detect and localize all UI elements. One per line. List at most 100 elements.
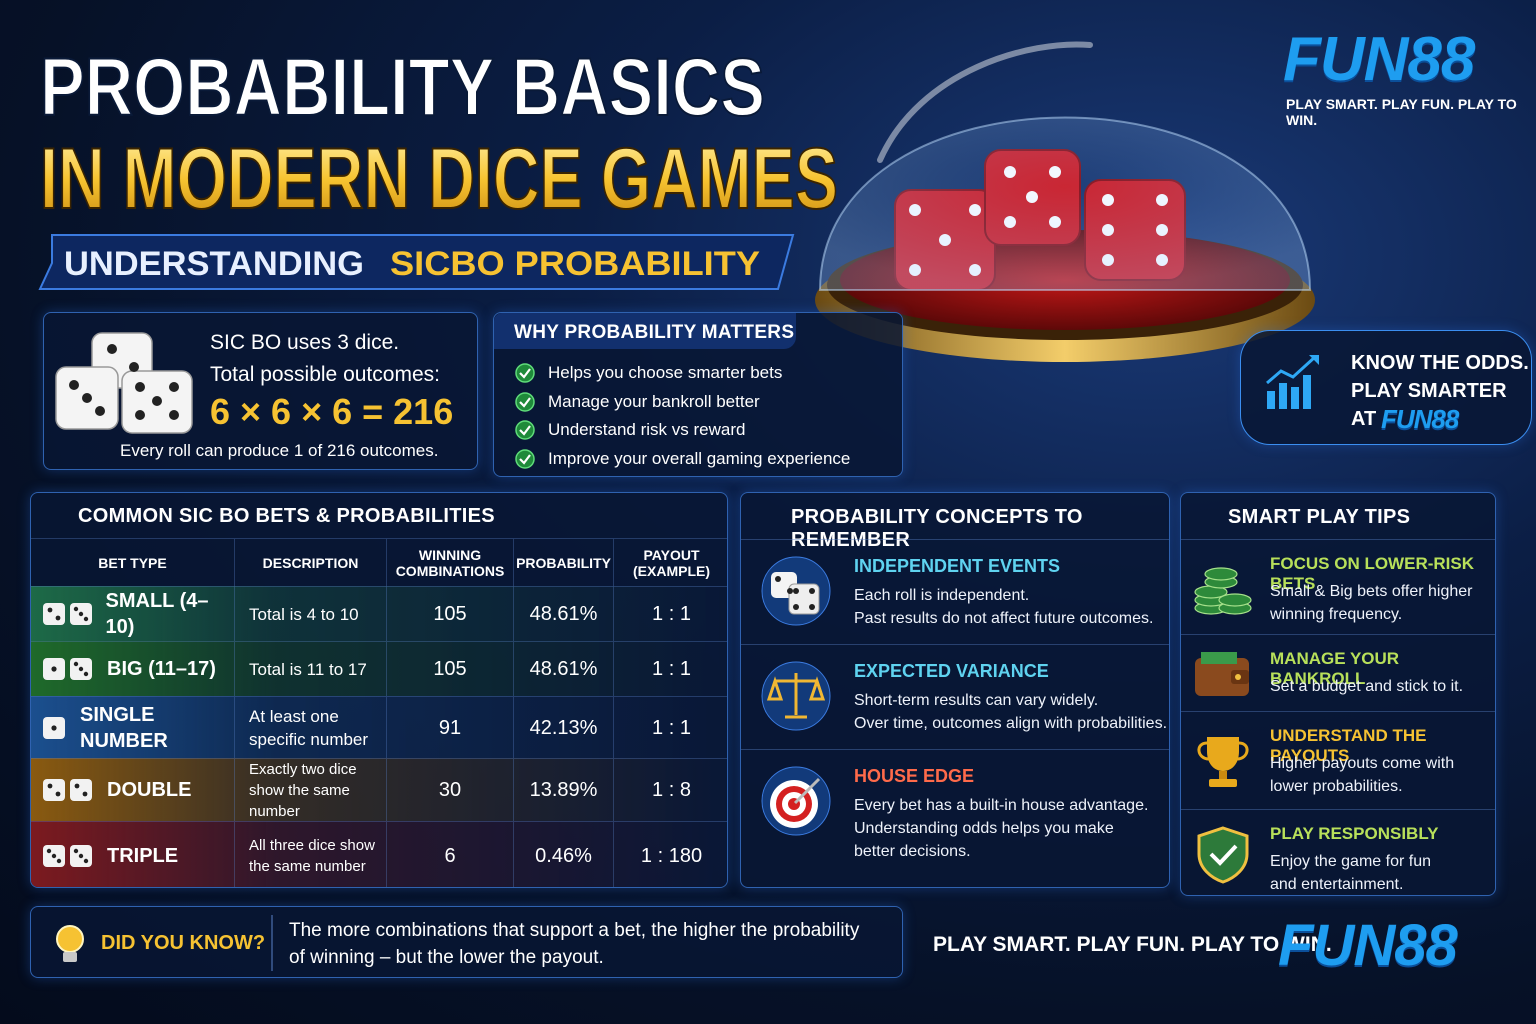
tip-item: PLAY RESPONSIBLY Enjoy the game for fun an… xyxy=(1181,809,1495,895)
tip-title: MANAGE YOUR BANKROLL xyxy=(1270,649,1400,688)
winning-combinations: 91 xyxy=(438,716,462,739)
payout: 1 : 1 xyxy=(652,716,691,739)
bulb-icon xyxy=(56,925,84,962)
concept-line: Every bet has a built-in house advantage… xyxy=(854,797,1149,814)
tip-line: and entertainment. xyxy=(1270,876,1404,893)
table-cell: 1 : 1 xyxy=(613,697,727,758)
table-row: DOUBLE Exactly two dice show the same num… xyxy=(31,758,727,821)
probability: 48.61% xyxy=(529,603,598,625)
bet-type: DOUBLE xyxy=(107,779,192,801)
tip-line: winning frequency. xyxy=(1270,606,1403,623)
concepts-list: INDEPENDENT EVENTS Each roll is independe… xyxy=(741,539,1169,887)
payout: 1 : 1 xyxy=(652,658,691,680)
table-cell: 1 : 1 xyxy=(613,587,727,641)
tip-title: UNDERSTAND THE PAYOUTS xyxy=(1270,726,1427,765)
concept-text: Every bet has a built-in house advantage… xyxy=(854,794,1148,863)
table-body: SMALL (4–10) Total is 4 to 10 105 48.61% 1 :… xyxy=(31,586,727,887)
why-item-text: Understand risk vs reward xyxy=(548,420,746,440)
promo-line: KNOW THE ODDS. xyxy=(1351,352,1529,374)
table-row: SINGLE NUMBER At least one specific numbe… xyxy=(31,696,727,758)
tip-line: Enjoy the game for fun xyxy=(1270,853,1431,870)
tip-item: UNDERSTAND THE PAYOUTS Higher payouts com… xyxy=(1181,711,1495,809)
brand-logo: FUN88 xyxy=(1283,25,1475,94)
table-cell: All three dice show the same number xyxy=(234,822,386,887)
intro-line: SIC BO uses 3 dice. xyxy=(210,331,400,354)
table-cell: 48.61% xyxy=(513,642,613,696)
payout: 1 : 1 xyxy=(652,603,691,625)
table-cell: 105 xyxy=(386,587,513,641)
bet-description: Exactly two dice show the same number xyxy=(249,760,357,820)
tip-text: Small & Big bets offer higher winning fre… xyxy=(1270,580,1472,626)
did-you-know-line: The more combinations that support a bet… xyxy=(289,920,860,941)
concept-text: Each roll is independent. Past results do… xyxy=(854,584,1153,630)
payout: 1 : 180 xyxy=(640,844,703,867)
table-cell: 91 xyxy=(386,697,513,758)
bet-description: Total is 4 to 10 xyxy=(249,604,359,624)
footer-tagline: PLAY SMART. PLAY FUN. PLAY TO WIN. xyxy=(933,933,1332,956)
why-item: Improve your overall gaming experience xyxy=(514,445,850,474)
concept-item: HOUSE EDGE Every bet has a built-in house… xyxy=(741,749,1169,887)
tip-line: lower probabilities. xyxy=(1270,778,1403,795)
bet-dice-icon xyxy=(43,656,101,682)
table-row: TRIPLE All three dice show the same numbe… xyxy=(31,821,727,887)
tips-title: SMART PLAY TIPS xyxy=(1228,506,1411,528)
title-block: PROBABILITY BASICS IN MODERN DICE GAMES xyxy=(39,41,839,220)
check-icon xyxy=(514,419,536,441)
did-you-know-box: DID YOU KNOW? The more combinations that… xyxy=(30,906,903,978)
bet-description: Total is 11 to 17 xyxy=(249,659,367,679)
bet-type: TRIPLE xyxy=(107,844,179,867)
bet-dice-icon xyxy=(43,601,100,627)
intro-line: Total possible outcomes: xyxy=(210,363,440,386)
concept-line: Over time, outcomes align with probabili… xyxy=(854,715,1168,732)
bet-dice-icon xyxy=(43,777,101,803)
intro-note: Every roll can produce 1 of 216 outcomes… xyxy=(120,441,439,460)
tip-item: FOCUS ON LOWER-RISK BETS Small & Big bets… xyxy=(1181,539,1495,634)
subtitle-banner: UNDERSTANDING SICBO PROBABILITY xyxy=(38,234,795,290)
tip-title: FOCUS ON LOWER-RISK BETS xyxy=(1270,554,1474,593)
probability: 13.89% xyxy=(529,779,598,801)
tip-icon xyxy=(1191,558,1255,623)
bet-type: SINGLE NUMBER xyxy=(80,703,168,752)
why-box: WHY PROBABILITY MATTERS Helps you choose… xyxy=(493,312,903,477)
bets-table: COMMON SIC BO BETS & PROBABILITIES BET T… xyxy=(30,492,728,888)
table-cell: SMALL (4–10) xyxy=(31,587,234,641)
check-icon xyxy=(514,362,536,384)
tip-line: Small & Big bets offer higher xyxy=(1270,583,1473,600)
probability: 42.13% xyxy=(529,716,598,739)
did-you-know-text: The more combinations that support a bet… xyxy=(289,917,859,971)
tips-list: FOCUS ON LOWER-RISK BETS Small & Big bets… xyxy=(1181,539,1495,895)
tip-text: Set a budget and stick to it. xyxy=(1270,675,1463,698)
promo-box: KNOW THE ODDS. PLAY SMARTER AT FUN88 xyxy=(1240,330,1532,445)
subtitle-a: UNDERSTANDING xyxy=(64,245,364,283)
table-header-cell: WINNING COMBINATIONS xyxy=(386,539,513,587)
dice-dome-illustration xyxy=(815,41,1315,362)
concept-item: EXPECTED VARIANCE Short-term results can … xyxy=(741,644,1169,749)
tip-icon xyxy=(1191,824,1255,889)
tips-box: SMART PLAY TIPS FOCUS ON LOWER-RISK BETS… xyxy=(1180,492,1496,896)
table-header-cell: DESCRIPTION xyxy=(234,539,386,587)
winning-combinations: 30 xyxy=(438,779,462,801)
promo-logo: FUN88 xyxy=(1381,404,1459,434)
table-cell: 0.46% xyxy=(513,822,613,887)
check-icon xyxy=(514,391,536,413)
table-cell: Total is 4 to 10 xyxy=(234,587,386,641)
table-cell: SINGLE NUMBER xyxy=(31,697,234,758)
table-cell: 13.89% xyxy=(513,759,613,821)
table-title: COMMON SIC BO BETS & PROBABILITIES xyxy=(78,505,495,527)
intro-formula: 6 × 6 × 6 = 216 xyxy=(210,391,454,432)
probability: 48.61% xyxy=(529,658,598,680)
why-title: WHY PROBABILITY MATTERS xyxy=(514,322,795,343)
title-line2: IN MODERN DICE GAMES xyxy=(40,131,838,220)
tip-text: Enjoy the game for fun and entertainment. xyxy=(1270,850,1431,895)
concept-title: INDEPENDENT EVENTS xyxy=(854,556,1061,576)
why-item-text: Helps you choose smarter bets xyxy=(548,363,783,383)
promo-text: KNOW THE ODDS. PLAY SMARTER AT xyxy=(1351,349,1529,433)
tip-line: Set a budget and stick to it. xyxy=(1270,678,1464,695)
concept-title: EXPECTED VARIANCE xyxy=(854,661,1049,681)
bet-description: At least one specific number xyxy=(249,706,369,749)
divider xyxy=(271,915,273,971)
table-cell: 1 : 8 xyxy=(613,759,727,821)
title-line1: PROBABILITY BASICS xyxy=(40,42,765,133)
